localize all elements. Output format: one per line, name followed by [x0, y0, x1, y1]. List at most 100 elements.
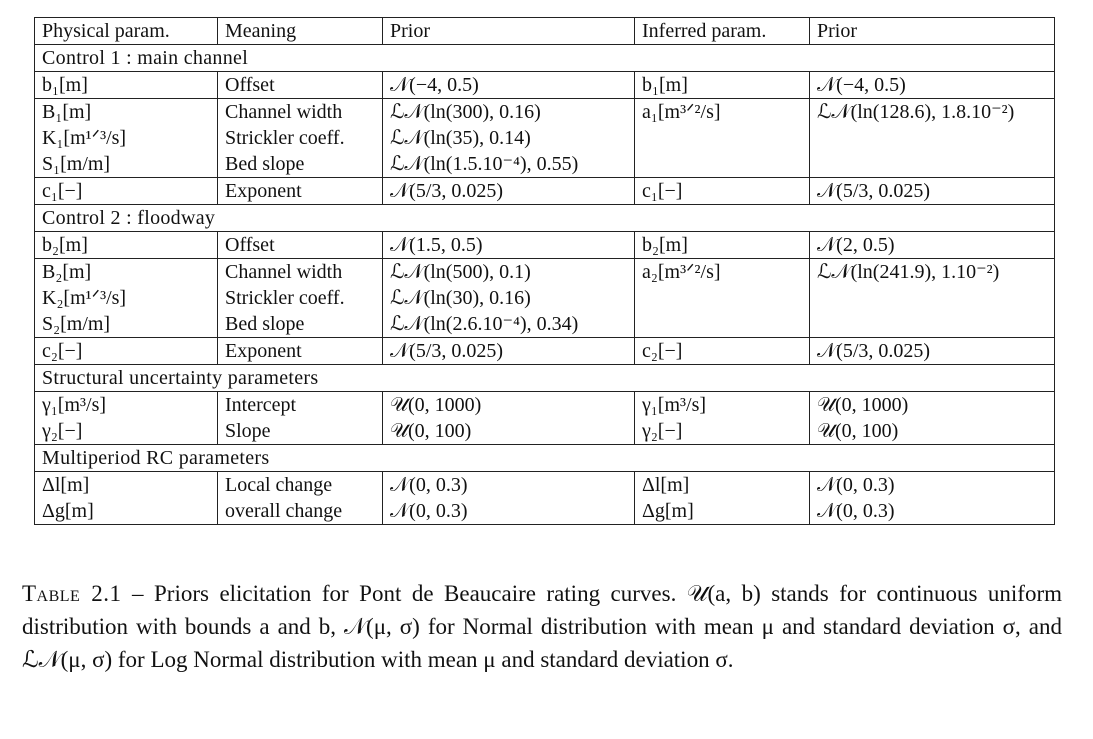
inferred-prior-cell: 𝒰(0, 100) [809, 418, 1055, 445]
physical-param-cell: B₂[m] [34, 258, 218, 285]
table-row: c₁[−] Exponent 𝒩(5/3, 0.025) c₁[−] 𝒩(5/3, 0.… [34, 177, 1055, 205]
inferred-param-cell: γ₂[−] [634, 418, 810, 445]
inferred-prior-cell: 𝒩(2, 0.5) [809, 231, 1055, 259]
physical-param-cell: c₁[−] [34, 177, 218, 205]
table-row: γ₁[m³/s] Intercept 𝒰(0, 1000) γ₁[m³/s] 𝒰(0, … [34, 391, 1055, 418]
table-row: B₂[m] Channel width ℒ𝒩(ln(500), 0.1) a₂[m³ᐟ… [34, 258, 1055, 285]
prior-cell: ℒ𝒩(ln(35), 0.14) [382, 125, 635, 151]
physical-param-cell: K₂[m¹ᐟ³/s] [34, 285, 218, 311]
meaning-cell: Strickler coeff. [217, 125, 383, 151]
inferred-prior-cell [809, 125, 1055, 151]
prior-cell: ℒ𝒩(ln(300), 0.16) [382, 98, 635, 125]
table-row: S₁[m/m] Bed slope ℒ𝒩(ln(1.5.10⁻⁴), 0.55) [34, 151, 1055, 178]
section-title: Structural uncertainty parameters [34, 364, 1055, 392]
section-title: Control 1 : main channel [34, 44, 1055, 72]
priors-table: Physical param. Meaning Prior Inferred p… [34, 17, 1055, 525]
table-row: B₁[m] Channel width ℒ𝒩(ln(300), 0.16) a₁[m³… [34, 98, 1055, 125]
caption-text: Priors elicitation for Pont de Beaucaire… [22, 581, 1063, 672]
meaning-cell: Bed slope [217, 151, 383, 178]
meaning-cell: overall change [217, 498, 383, 525]
inferred-param-cell: a₂[m³ᐟ²/s] [634, 258, 810, 285]
table-row: S₂[m/m] Bed slope ℒ𝒩(ln(2.6.10⁻⁴), 0.34) [34, 311, 1055, 338]
inferred-prior-cell: 𝒩(0, 0.3) [809, 471, 1055, 498]
section-row: Control 1 : main channel [34, 44, 1055, 72]
prior-cell: 𝒩(5/3, 0.025) [382, 177, 635, 205]
physical-param-cell: K₁[m¹ᐟ³/s] [34, 125, 218, 151]
section-title: Control 2 : floodway [34, 204, 1055, 232]
inferred-param-cell [634, 151, 810, 178]
inferred-param-cell: c₁[−] [634, 177, 810, 205]
prior-cell: ℒ𝒩(ln(500), 0.1) [382, 258, 635, 285]
table-row: Δg[m] overall change 𝒩(0, 0.3) Δg[m] 𝒩(0, 0.… [34, 498, 1055, 525]
table-body: Control 1 : main channel b₁[m] Offset 𝒩(−4,… [34, 44, 1055, 525]
header-physical-param: Physical param. [34, 17, 218, 45]
header-inferred-prior: Prior [809, 17, 1055, 45]
table-header-row: Physical param. Meaning Prior Inferred p… [34, 17, 1055, 45]
prior-cell: ℒ𝒩(ln(2.6.10⁻⁴), 0.34) [382, 311, 635, 338]
physical-param-cell: Δg[m] [34, 498, 218, 525]
inferred-param-cell: γ₁[m³/s] [634, 391, 810, 418]
header-meaning: Meaning [217, 17, 383, 45]
physical-param-cell: B₁[m] [34, 98, 218, 125]
prior-cell: ℒ𝒩(ln(30), 0.16) [382, 285, 635, 311]
inferred-prior-cell [809, 285, 1055, 311]
inferred-prior-cell: 𝒩(5/3, 0.025) [809, 337, 1055, 365]
inferred-param-cell: b₁[m] [634, 71, 810, 99]
meaning-cell: Channel width [217, 98, 383, 125]
prior-cell: 𝒰(0, 1000) [382, 391, 635, 418]
meaning-cell: Local change [217, 471, 383, 498]
physical-param-cell: b₂[m] [34, 231, 218, 259]
section-row: Multiperiod RC parameters [34, 444, 1055, 472]
inferred-param-cell [634, 125, 810, 151]
meaning-cell: Intercept [217, 391, 383, 418]
prior-cell: 𝒩(0, 0.3) [382, 498, 635, 525]
table-row: K₁[m¹ᐟ³/s] Strickler coeff. ℒ𝒩(ln(35), 0.1… [34, 125, 1055, 151]
physical-param-cell: γ₁[m³/s] [34, 391, 218, 418]
meaning-cell: Offset [217, 71, 383, 99]
prior-cell: 𝒩(5/3, 0.025) [382, 337, 635, 365]
prior-cell: 𝒩(1.5, 0.5) [382, 231, 635, 259]
table-row: K₂[m¹ᐟ³/s] Strickler coeff. ℒ𝒩(ln(30), 0.1… [34, 285, 1055, 311]
inferred-prior-cell [809, 151, 1055, 178]
meaning-cell: Exponent [217, 337, 383, 365]
caption-dash: – [121, 581, 155, 606]
inferred-param-cell: c₂[−] [634, 337, 810, 365]
inferred-prior-cell: 𝒩(5/3, 0.025) [809, 177, 1055, 205]
physical-param-cell: Δl[m] [34, 471, 218, 498]
inferred-param-cell [634, 311, 810, 338]
table-row: b₂[m] Offset 𝒩(1.5, 0.5) b₂[m] 𝒩(2, 0.5) [34, 231, 1055, 259]
prior-cell: 𝒩(0, 0.3) [382, 471, 635, 498]
table-row: c₂[−] Exponent 𝒩(5/3, 0.025) c₂[−] 𝒩(5/3, 0.… [34, 337, 1055, 365]
inferred-prior-cell: 𝒩(0, 0.3) [809, 498, 1055, 525]
meaning-cell: Exponent [217, 177, 383, 205]
inferred-param-cell [634, 285, 810, 311]
inferred-prior-cell: 𝒩(−4, 0.5) [809, 71, 1055, 99]
section-title: Multiperiod RC parameters [34, 444, 1055, 472]
table-row: Δl[m] Local change 𝒩(0, 0.3) Δl[m] 𝒩(0, 0.3) [34, 471, 1055, 498]
physical-param-cell: b₁[m] [34, 71, 218, 99]
inferred-param-cell: b₂[m] [634, 231, 810, 259]
physical-param-cell: S₂[m/m] [34, 311, 218, 338]
meaning-cell: Channel width [217, 258, 383, 285]
caption-label: Table 2.1 [22, 581, 122, 606]
inferred-prior-cell [809, 311, 1055, 338]
prior-cell: 𝒰(0, 100) [382, 418, 635, 445]
table-row: γ₂[−] Slope 𝒰(0, 100) γ₂[−] 𝒰(0, 100) [34, 418, 1055, 445]
table-caption: Table 2.1 – Priors elicitation for Pont … [22, 577, 1062, 676]
physical-param-cell: γ₂[−] [34, 418, 218, 445]
meaning-cell: Slope [217, 418, 383, 445]
inferred-param-cell: Δl[m] [634, 471, 810, 498]
prior-cell: 𝒩(−4, 0.5) [382, 71, 635, 99]
table-row: b₁[m] Offset 𝒩(−4, 0.5) b₁[m] 𝒩(−4, 0.5) [34, 71, 1055, 99]
physical-param-cell: c₂[−] [34, 337, 218, 365]
header-prior: Prior [382, 17, 635, 45]
physical-param-cell: S₁[m/m] [34, 151, 218, 178]
section-row: Control 2 : floodway [34, 204, 1055, 232]
meaning-cell: Bed slope [217, 311, 383, 338]
section-row: Structural uncertainty parameters [34, 364, 1055, 392]
inferred-prior-cell: ℒ𝒩(ln(128.6), 1.8.10⁻²) [809, 98, 1055, 125]
prior-cell: ℒ𝒩(ln(1.5.10⁻⁴), 0.55) [382, 151, 635, 178]
header-inferred-param: Inferred param. [634, 17, 810, 45]
inferred-prior-cell: 𝒰(0, 1000) [809, 391, 1055, 418]
